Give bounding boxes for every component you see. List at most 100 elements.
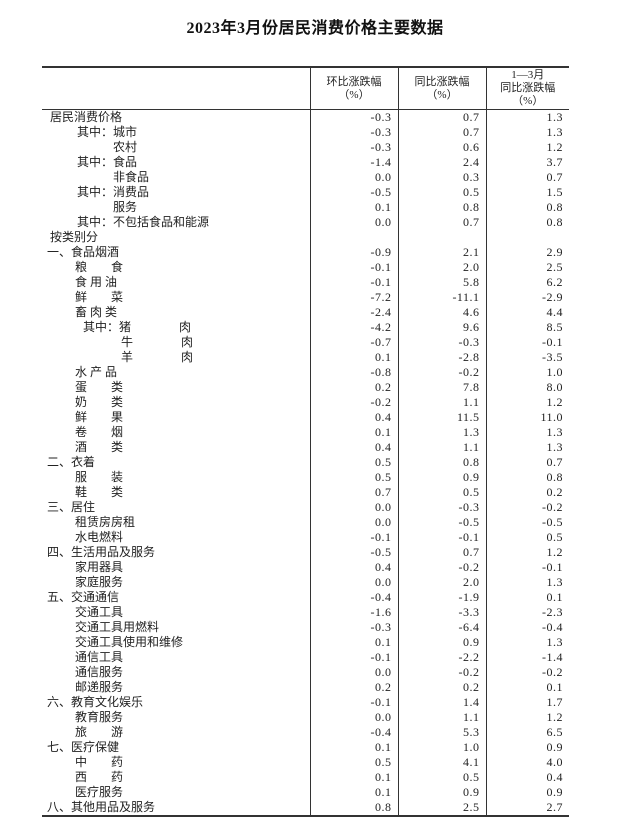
row-value-mom: -4.2 <box>309 320 398 335</box>
row-label: 其中：猪 肉 <box>83 320 192 334</box>
row-value-yoy: -6.4 <box>397 620 486 635</box>
row-value-yoy: -0.2 <box>397 365 486 380</box>
table-row: 教育服务 0.0 1.1 1.2 <box>42 710 569 725</box>
row-value-yoy: 7.8 <box>397 380 486 395</box>
row-label: 其中：消费品 <box>77 185 150 199</box>
row-value-yoy: 11.5 <box>397 410 486 425</box>
row-value-yoy: 1.1 <box>397 440 486 455</box>
table-row: 羊 肉 0.1 -2.8 -3.5 <box>42 350 569 365</box>
table-row: 蛋 类 0.2 7.8 8.0 <box>42 380 569 395</box>
table-row: 四、生活用品及服务 -0.5 0.7 1.2 <box>42 545 569 560</box>
row-value-mom: -0.4 <box>309 725 398 740</box>
row-value-yoy: 0.5 <box>397 185 486 200</box>
row-value-ytd: 1.3 <box>485 109 569 125</box>
table-row: 农村 -0.3 0.6 1.2 <box>42 140 569 155</box>
row-value-mom: -0.5 <box>309 545 398 560</box>
header-ytd-yoy-change: 1—3月 同比涨跌幅 （%） <box>485 67 569 110</box>
row-value-mom: 0.1 <box>309 200 398 215</box>
table-row: 鞋 类 0.7 0.5 0.2 <box>42 485 569 500</box>
row-value-yoy: 0.8 <box>397 455 486 470</box>
page-title: 2023年3月份居民消费价格主要数据 <box>186 20 444 37</box>
row-label: 服 装 <box>75 470 124 484</box>
table-header-row: 环比涨跌幅 （%） 同比涨跌幅 （%） 1—3月 同比涨跌幅 （%） <box>42 67 569 110</box>
table-row: 六、教育文化娱乐 -0.1 1.4 1.7 <box>42 695 569 710</box>
table-row: 旅 游 -0.4 5.3 6.5 <box>42 725 569 740</box>
row-value-yoy: 0.7 <box>397 109 486 125</box>
row-value-yoy: 0.6 <box>397 140 486 155</box>
row-value-ytd: 0.1 <box>485 680 569 695</box>
table-row: 其中：食品 -1.4 2.4 3.7 <box>42 155 569 170</box>
table-row: 一、食品烟酒 -0.9 2.1 2.9 <box>42 245 569 260</box>
row-value-mom: 0.1 <box>309 770 398 785</box>
row-value-mom: 0.7 <box>309 485 398 500</box>
row-value-ytd: 1.2 <box>485 140 569 155</box>
row-label: 医疗服务 <box>75 785 124 799</box>
table-row: 三、居住 0.0 -0.3 -0.2 <box>42 500 569 515</box>
row-value-yoy: 0.9 <box>397 635 486 650</box>
table-row: 医疗服务 0.1 0.9 0.9 <box>42 785 569 800</box>
row-label: 通信服务 <box>75 665 124 679</box>
row-label: 牛 肉 <box>121 335 194 349</box>
row-value-ytd: 2.7 <box>485 800 569 816</box>
row-value-mom: -0.7 <box>309 335 398 350</box>
row-value-mom: -0.3 <box>309 620 398 635</box>
row-label: 交通工具用燃料 <box>75 620 160 634</box>
row-value-yoy: -0.3 <box>397 335 486 350</box>
row-value-yoy: 2.5 <box>397 800 486 816</box>
row-value-mom: -0.1 <box>309 695 398 710</box>
row-value-mom: -0.3 <box>309 140 398 155</box>
row-value-ytd: -3.5 <box>485 350 569 365</box>
table-row: 五、交通通信 -0.4 -1.9 0.1 <box>42 590 569 605</box>
row-value-mom: 0.2 <box>309 680 398 695</box>
row-value-yoy: 4.6 <box>397 305 486 320</box>
row-value-ytd: 1.2 <box>485 545 569 560</box>
table-row: 其中：猪 肉 -4.2 9.6 8.5 <box>42 320 569 335</box>
table-row: 其中：城市 -0.3 0.7 1.3 <box>42 125 569 140</box>
table-row: 二、衣着 0.5 0.8 0.7 <box>42 455 569 470</box>
row-value-mom: -0.2 <box>309 395 398 410</box>
row-value-mom: 0.0 <box>309 575 398 590</box>
table-row: 服务 0.1 0.8 0.8 <box>42 200 569 215</box>
table-row: 家用器具 0.4 -0.2 -0.1 <box>42 560 569 575</box>
row-value-mom: -0.4 <box>309 590 398 605</box>
row-value-yoy: 0.3 <box>397 170 486 185</box>
row-value-ytd: 1.0 <box>485 365 569 380</box>
row-value-ytd: 0.5 <box>485 530 569 545</box>
row-label: 其中：不包括食品和能源 <box>77 215 210 229</box>
row-value-yoy: 2.4 <box>397 155 486 170</box>
table-row: 非食品 0.0 0.3 0.7 <box>42 170 569 185</box>
row-value-ytd: 0.7 <box>485 170 569 185</box>
table-row: 邮递服务 0.2 0.2 0.1 <box>42 680 569 695</box>
row-value-yoy: 2.0 <box>397 575 486 590</box>
row-value-ytd: 0.8 <box>485 215 569 230</box>
row-value-mom: -0.1 <box>309 275 398 290</box>
row-label: 酒 类 <box>75 440 124 454</box>
row-value-yoy: -2.8 <box>397 350 486 365</box>
table-row: 鲜 果 0.4 11.5 11.0 <box>42 410 569 425</box>
row-label: 畜 肉 类 <box>75 305 118 319</box>
row-value-mom: -1.6 <box>309 605 398 620</box>
table-row: 八、其他用品及服务 0.8 2.5 2.7 <box>42 800 569 816</box>
row-value-mom: 0.5 <box>309 455 398 470</box>
row-value-yoy: 1.1 <box>397 710 486 725</box>
row-value-yoy: -1.9 <box>397 590 486 605</box>
row-label: 西 药 <box>75 770 124 784</box>
row-value-mom: -0.3 <box>309 125 398 140</box>
row-label: 蛋 类 <box>75 380 124 394</box>
row-value-mom: 0.0 <box>309 170 398 185</box>
row-value-ytd: 4.4 <box>485 305 569 320</box>
row-value-yoy: 0.8 <box>397 200 486 215</box>
row-value-ytd: -0.2 <box>485 500 569 515</box>
row-value-yoy: 1.1 <box>397 395 486 410</box>
row-value-yoy: 0.7 <box>397 215 486 230</box>
row-value-ytd: -0.1 <box>485 335 569 350</box>
row-value-mom: -0.1 <box>309 650 398 665</box>
row-value-ytd: 0.9 <box>485 740 569 755</box>
row-value-yoy: 0.2 <box>397 680 486 695</box>
table-row: 中 药 0.5 4.1 4.0 <box>42 755 569 770</box>
row-label: 通信工具 <box>75 650 124 664</box>
row-value-yoy: 2.0 <box>397 260 486 275</box>
row-label: 鲜 果 <box>75 410 124 424</box>
row-value-ytd: -0.4 <box>485 620 569 635</box>
row-value-ytd: 1.2 <box>485 710 569 725</box>
